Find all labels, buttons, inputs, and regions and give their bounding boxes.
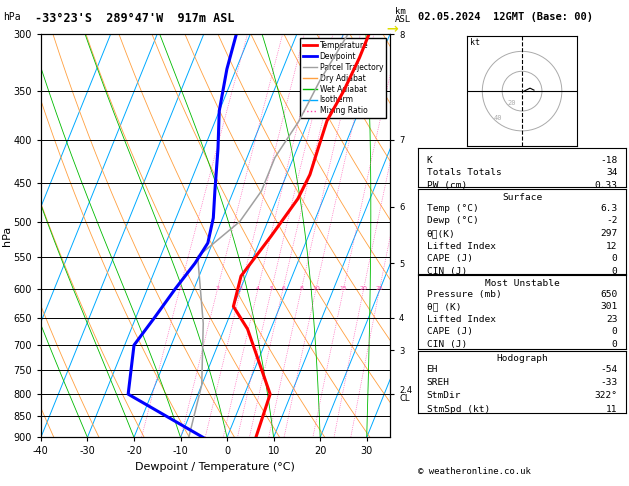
Text: ASL: ASL <box>395 15 411 24</box>
Text: 02.05.2024  12GMT (Base: 00): 02.05.2024 12GMT (Base: 00) <box>418 12 593 22</box>
Text: 20: 20 <box>508 101 516 106</box>
Text: StmSpd (kt): StmSpd (kt) <box>426 405 490 414</box>
Text: -2: -2 <box>606 216 618 226</box>
Text: 650: 650 <box>600 290 618 299</box>
Text: -18: -18 <box>600 156 618 165</box>
Text: Dewp (°C): Dewp (°C) <box>426 216 478 226</box>
Text: 0: 0 <box>612 328 618 336</box>
Text: 23: 23 <box>606 315 618 324</box>
Text: Pressure (mb): Pressure (mb) <box>426 290 501 299</box>
Text: EH: EH <box>426 364 438 374</box>
Text: hPa: hPa <box>3 12 21 22</box>
Text: 0.33: 0.33 <box>594 180 618 190</box>
Text: 12: 12 <box>606 242 618 251</box>
Text: 10: 10 <box>312 286 320 291</box>
Text: -54: -54 <box>600 364 618 374</box>
Text: 0: 0 <box>612 267 618 276</box>
Text: Hodograph: Hodograph <box>496 354 548 363</box>
Text: PW (cm): PW (cm) <box>426 180 467 190</box>
Text: 2: 2 <box>216 286 220 291</box>
Text: kt: kt <box>470 38 481 48</box>
Text: Totals Totals: Totals Totals <box>426 168 501 177</box>
Text: CAPE (J): CAPE (J) <box>426 328 472 336</box>
Text: Lifted Index: Lifted Index <box>426 315 496 324</box>
Text: -33°23'S  289°47'W  917m ASL: -33°23'S 289°47'W 917m ASL <box>35 12 234 25</box>
Text: 25: 25 <box>376 286 384 291</box>
Text: 8: 8 <box>299 286 303 291</box>
Text: 1: 1 <box>178 286 182 291</box>
Text: 4: 4 <box>256 286 260 291</box>
Text: 297: 297 <box>600 229 618 238</box>
Text: 6: 6 <box>281 286 285 291</box>
Text: 6.3: 6.3 <box>600 204 618 213</box>
Text: K: K <box>426 156 432 165</box>
Text: CAPE (J): CAPE (J) <box>426 254 472 263</box>
Text: CIN (J): CIN (J) <box>426 340 467 349</box>
Text: 322°: 322° <box>594 391 618 400</box>
X-axis label: Dewpoint / Temperature (°C): Dewpoint / Temperature (°C) <box>135 462 296 472</box>
Text: km: km <box>395 7 406 17</box>
Text: 3: 3 <box>239 286 243 291</box>
Text: © weatheronline.co.uk: © weatheronline.co.uk <box>418 467 531 476</box>
Text: Lifted Index: Lifted Index <box>426 242 496 251</box>
Text: Temp (°C): Temp (°C) <box>426 204 478 213</box>
Text: θᴄ(K): θᴄ(K) <box>426 229 455 238</box>
Text: -33: -33 <box>600 378 618 387</box>
Text: Surface: Surface <box>502 193 542 202</box>
Text: →: → <box>387 19 399 38</box>
Y-axis label: hPa: hPa <box>2 226 12 246</box>
Legend: Temperature, Dewpoint, Parcel Trajectory, Dry Adiabat, Wet Adiabat, Isotherm, Mi: Temperature, Dewpoint, Parcel Trajectory… <box>300 38 386 119</box>
Text: StmDir: StmDir <box>426 391 461 400</box>
Text: 40: 40 <box>493 115 502 121</box>
Text: θᴄ (K): θᴄ (K) <box>426 302 461 312</box>
Y-axis label: Mixing Ratio (g/kg): Mixing Ratio (g/kg) <box>426 190 436 282</box>
Text: 301: 301 <box>600 302 618 312</box>
Text: 15: 15 <box>340 286 347 291</box>
Text: 0: 0 <box>612 254 618 263</box>
Text: Most Unstable: Most Unstable <box>485 279 559 288</box>
Text: 34: 34 <box>606 168 618 177</box>
Text: 0: 0 <box>612 340 618 349</box>
Text: CIN (J): CIN (J) <box>426 267 467 276</box>
Text: 20: 20 <box>360 286 368 291</box>
Text: SREH: SREH <box>426 378 450 387</box>
Text: 5: 5 <box>270 286 274 291</box>
Text: 11: 11 <box>606 405 618 414</box>
